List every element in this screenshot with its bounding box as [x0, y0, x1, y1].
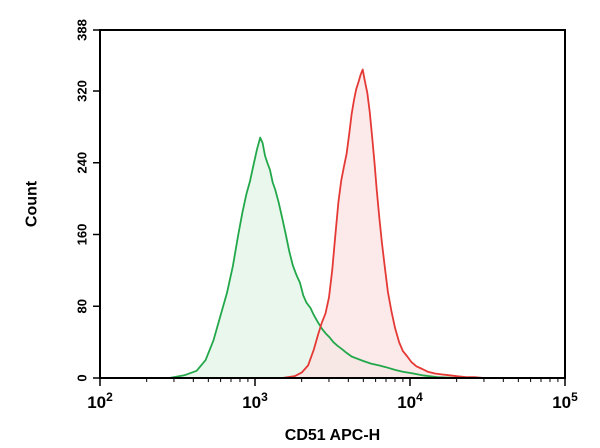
series-1-fill	[169, 137, 457, 378]
plot-frame	[99, 29, 566, 379]
y-tick-label: 0	[75, 374, 90, 381]
y-tick-label: 80	[75, 299, 90, 313]
y-axis-label: Count	[24, 180, 41, 227]
x-tick-label: 102	[87, 390, 113, 412]
x-axis-label: CD51 APC-H	[285, 427, 380, 444]
y-tick-label: 388	[75, 19, 90, 41]
x-tick-label: 105	[552, 390, 578, 412]
series-2-line	[282, 68, 485, 379]
series-fills	[169, 69, 484, 378]
y-tick-label: 320	[75, 80, 90, 102]
x-axis: 102 103 104 105	[87, 378, 578, 412]
series-lines	[169, 68, 485, 379]
x-tick-label: 103	[242, 390, 268, 412]
series-1-line	[169, 136, 457, 379]
series-2-fill	[282, 69, 484, 378]
y-tick-label: 160	[75, 224, 90, 246]
y-tick-label: 240	[75, 152, 90, 174]
y-axis: 0 80 160 240 320 388	[75, 19, 100, 382]
x-tick-label: 104	[397, 390, 423, 412]
